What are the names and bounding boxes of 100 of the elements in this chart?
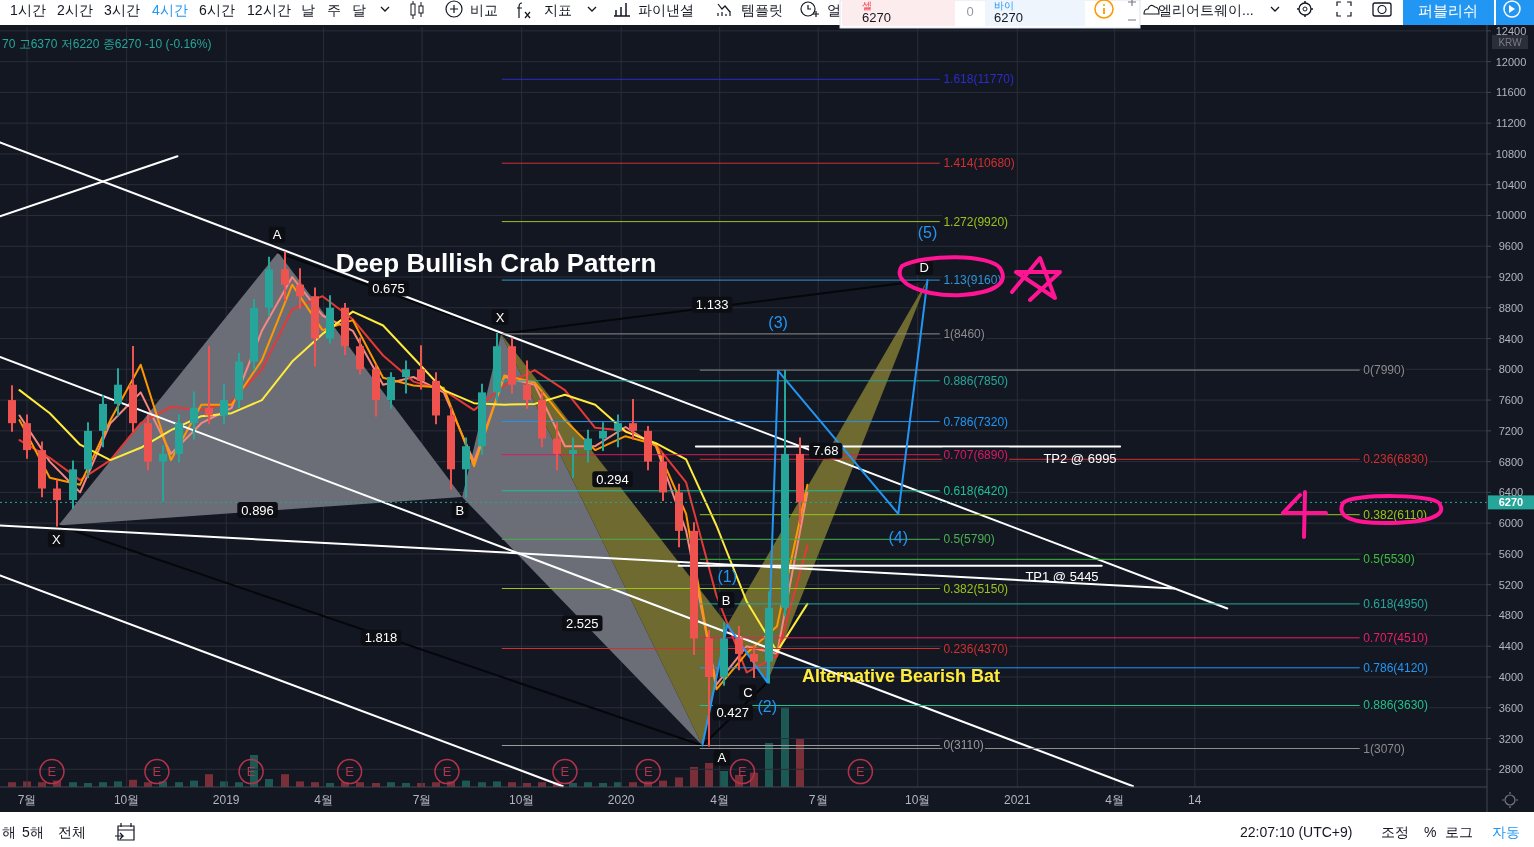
text: 템플릿 (741, 2, 783, 18)
x-tick-label: 4월 (314, 793, 333, 807)
annotation: (1) (717, 568, 738, 586)
text: 해 (2, 824, 16, 840)
x-tick-label: 7월 (412, 793, 432, 807)
annotation: X (51, 531, 61, 547)
text: 22:07:10 (UTC+9) (1240, 824, 1353, 840)
y-tick-label: 4400 (1498, 640, 1524, 653)
x-tick-label: 10월 (508, 793, 535, 807)
text: 주 (327, 2, 341, 18)
annotation: 0.294 (596, 471, 629, 487)
y-tick-label: 4000 (1498, 671, 1524, 683)
x-tick-label: 2020 (607, 793, 635, 807)
x-tick-label: 7월 (17, 793, 37, 807)
y-tick-label: 11200 (1496, 117, 1526, 130)
text: 전체 (58, 824, 86, 840)
y-tick-label: 11600 (1496, 86, 1526, 99)
series-label: 1.13(9160) (943, 273, 1002, 288)
text: 4시간 (152, 2, 188, 18)
annotation: 7.68 (813, 443, 839, 459)
series-label: 0.382(6110) (1363, 507, 1428, 522)
text: 얼 (827, 2, 841, 18)
annotation: B (721, 592, 731, 608)
series-label: 1.272(9920) (943, 214, 1009, 229)
series-label: 1(3070) (1363, 741, 1405, 756)
text: 2시간 (57, 2, 93, 18)
series-label: 1.618(11770) (943, 72, 1014, 87)
y-tick-label: 7600 (1498, 394, 1524, 407)
x-tick-label: 2019 (212, 793, 240, 807)
text: 6시간 (199, 2, 235, 18)
y-tick-label: 8800 (1498, 301, 1524, 314)
text: 달 (352, 2, 366, 18)
text: 날 (301, 2, 315, 18)
data-label: E (856, 764, 866, 780)
annotation: B (455, 503, 465, 519)
y-tick-label: 5200 (1498, 578, 1524, 591)
text: 로그 (1445, 824, 1473, 840)
annotation: 0.427 (716, 704, 749, 720)
y-tick-label: 9600 (1498, 240, 1524, 253)
series-label: 1.414(10680) (943, 156, 1015, 171)
annotation: 1.133 (695, 297, 729, 313)
annotation: (5) (917, 223, 938, 241)
x-tick-label: 4월 (1105, 793, 1125, 807)
annotation: X (495, 309, 505, 325)
y-tick-label: 5600 (1498, 547, 1524, 560)
data-label: E (47, 764, 57, 780)
text: 바이 (994, 0, 1014, 11)
annotation: 0.896 (241, 502, 274, 518)
text: 12시간 (247, 2, 291, 18)
y-tick-label: 10000 (1495, 209, 1527, 222)
y-tick-label: 7200 (1498, 424, 1524, 437)
x-tick-label: 14 (1188, 793, 1202, 807)
series-label: 0.236(6830) (1363, 452, 1429, 467)
series-label: 0.236(4370) (943, 641, 1009, 656)
x-tick-label: 4월 (710, 793, 730, 807)
series-label: 1(8460) (943, 326, 985, 341)
text: 비교 (470, 2, 498, 18)
annotation: 70 고6370 저6220 종6270 -10 (-0.16%) (2, 37, 212, 51)
series-label: 0.886(7850) (943, 373, 1009, 388)
data-label: E (345, 764, 355, 780)
y-tick-label: 9200 (1498, 271, 1524, 283)
series-label: 0(7990) (1363, 363, 1405, 378)
y-tick-label: 2800 (1498, 763, 1524, 776)
text: 파이낸셜 (638, 2, 694, 18)
text: 셀 (862, 0, 872, 11)
series-label: 0.886(3630) (1363, 698, 1429, 713)
series-label: 0.707(6890) (943, 447, 1009, 462)
y-tick-label: 8000 (1498, 363, 1524, 376)
text: 5해 (22, 824, 44, 840)
data-label: E (560, 764, 570, 780)
text: 엘리어트웨이... (1158, 2, 1254, 18)
x-tick-label: 10월 (905, 793, 931, 807)
series-label: 0(3110) (943, 738, 984, 753)
text: 1시간 (10, 2, 46, 18)
text: 지표 (544, 2, 572, 18)
y-tick-label: 4800 (1498, 609, 1524, 622)
y-tick-label: 10800 (1495, 147, 1527, 160)
text: 6270 (862, 9, 891, 25)
y-tick-label: 6800 (1498, 455, 1524, 468)
data-label: E (152, 764, 162, 780)
series-label: 0.707(4510) (1363, 630, 1429, 645)
x-tick-label: 2021 (1003, 793, 1031, 807)
y-tick-label: 6000 (1498, 517, 1524, 530)
series-label: 0.786(4120) (1363, 660, 1429, 675)
y-tick-label: 3600 (1498, 701, 1524, 714)
text: 0 (966, 3, 974, 19)
text: 3시간 (104, 2, 140, 18)
annotation: 2.525 (565, 615, 599, 631)
text: KRW (1498, 36, 1523, 48)
y-tick-label: 12000 (1495, 55, 1527, 68)
y-tick-label: 12400 (1495, 24, 1527, 37)
data-label: E (246, 764, 256, 780)
text: 퍼블리쉬 (1418, 1, 1478, 19)
y-tick-label: 6400 (1498, 486, 1524, 499)
data-label: E (442, 764, 452, 780)
ref-line-label: 6270 (1498, 496, 1524, 509)
series-label: 0.5(5790) (943, 532, 995, 547)
y-tick-label: 3200 (1498, 732, 1524, 745)
series-label: 0.382(5150) (943, 581, 1009, 596)
annotation: D (919, 259, 929, 275)
